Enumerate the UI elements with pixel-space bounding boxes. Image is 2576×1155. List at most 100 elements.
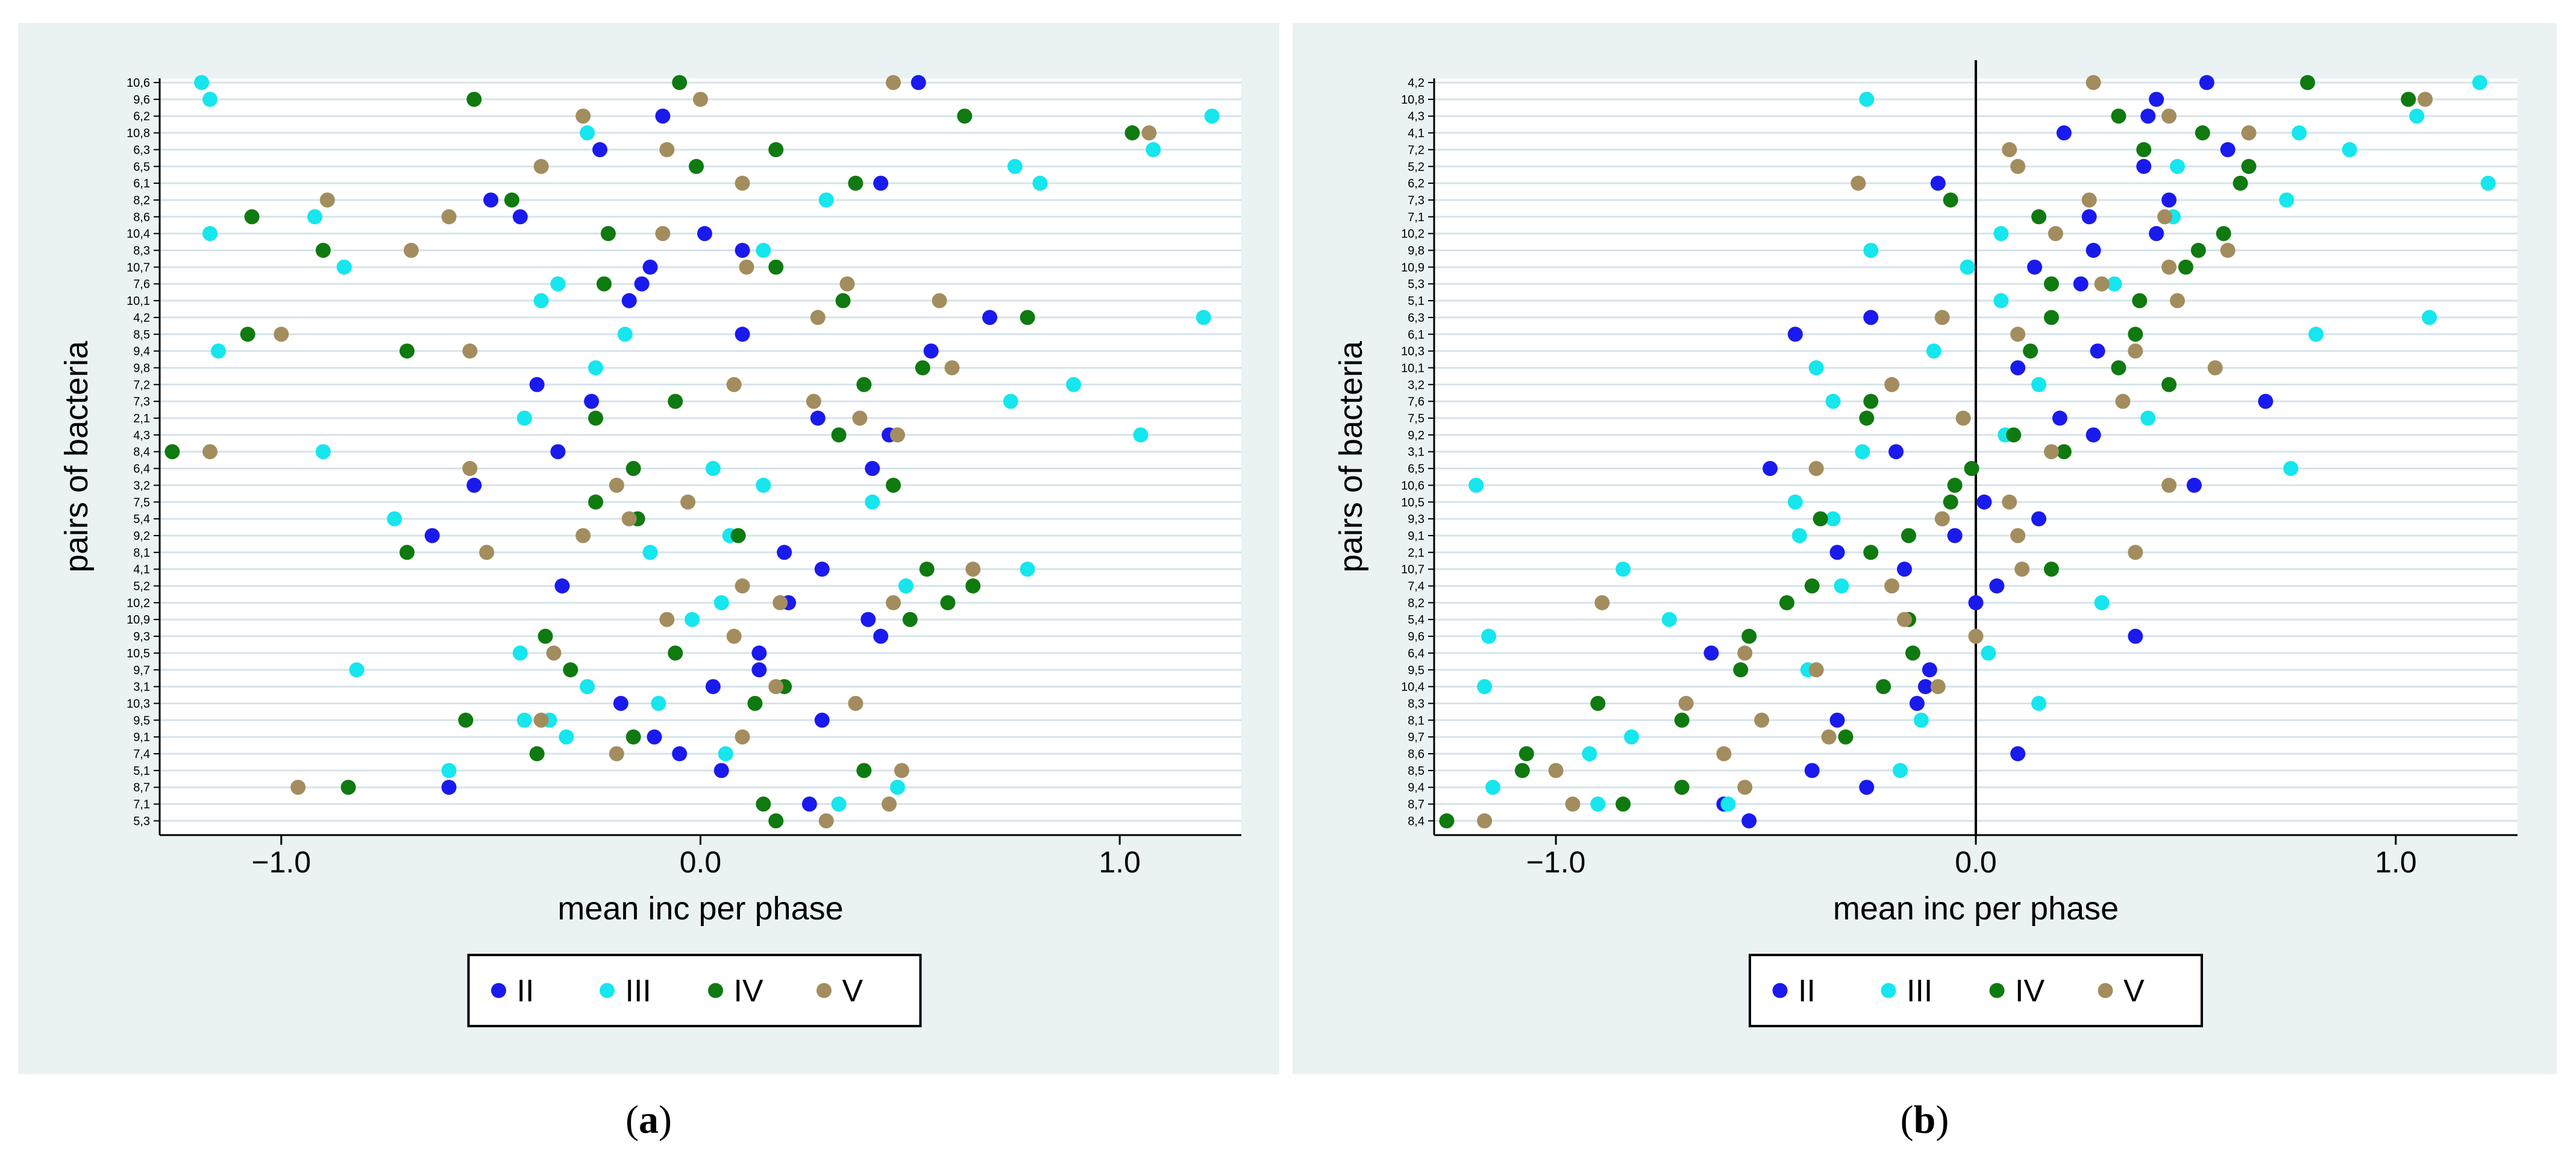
data-point-II — [1922, 662, 1937, 678]
data-point-II — [1976, 494, 1992, 510]
data-point-III — [315, 444, 331, 460]
data-point-IV — [1779, 595, 1794, 610]
y-tick-label: 10,2 — [1401, 228, 1424, 241]
y-tick-label: 5,1 — [133, 765, 150, 778]
legend-label: IV — [734, 974, 763, 1009]
data-point-IV — [240, 327, 255, 342]
data-point-V — [1594, 595, 1610, 610]
data-point-II — [1909, 695, 1925, 711]
data-point-II — [2052, 410, 2067, 426]
y-tick-label: 9,8 — [133, 362, 150, 375]
y-tick-label: 9,5 — [1408, 664, 1424, 677]
panel-label-open: ( — [1901, 1098, 1914, 1142]
y-tick-label: 7,1 — [1408, 211, 1424, 224]
data-point-V — [1934, 511, 1950, 527]
data-point-III — [1720, 797, 1736, 812]
data-point-IV — [940, 595, 956, 610]
y-tick-label: 10,1 — [1401, 362, 1424, 375]
data-point-IV — [1615, 797, 1631, 812]
data-point-V — [1565, 797, 1581, 812]
data-point-II — [2073, 276, 2089, 292]
y-tick-label: 8,2 — [133, 194, 150, 207]
y-tick-label: 8,3 — [133, 245, 150, 258]
data-point-V — [768, 679, 784, 695]
chart-panel-b: 4,2 10,8 4,3 4,1 7,2 5,2 6,2 7,3 7,1 10,2 9,8 10,9 5… — [1293, 23, 2557, 1074]
data-point-IV — [1590, 695, 1606, 711]
legend-label: III — [625, 974, 651, 1009]
y-tick-label: 5,3 — [133, 815, 150, 828]
legend: II III IV V — [1749, 954, 2203, 1027]
data-point-III — [336, 259, 352, 275]
data-point-IV — [1876, 679, 1891, 695]
data-point-V — [609, 746, 624, 762]
data-point-IV — [1674, 780, 1690, 795]
data-point-II — [2186, 477, 2202, 493]
data-point-V — [2002, 494, 2017, 510]
data-point-V — [2157, 209, 2173, 225]
series-V — [1477, 75, 2433, 828]
data-point-V — [1930, 679, 1946, 695]
data-point-IV — [1813, 511, 1828, 527]
data-point-II — [865, 461, 880, 477]
y-tick-label: 7,6 — [1408, 395, 1424, 408]
data-point-II — [592, 142, 608, 157]
data-point-V — [1897, 612, 1913, 627]
legend-label: IV — [2015, 974, 2045, 1009]
data-point-IV — [1943, 494, 1958, 510]
data-point-IV — [625, 729, 641, 745]
data-point-II — [2149, 226, 2164, 242]
y-tick-label: 10,5 — [127, 647, 150, 660]
data-point-V — [1884, 377, 1900, 392]
x-tick-label: 0.0 — [680, 845, 722, 879]
data-point-V — [274, 327, 289, 342]
data-point-V — [2043, 444, 2059, 460]
data-point-III — [580, 125, 595, 141]
data-point-V — [894, 763, 909, 778]
y-tick-label: 4,1 — [1408, 127, 1424, 140]
legend-marker — [1989, 983, 2005, 998]
data-point-II — [1829, 712, 1845, 728]
data-point-II — [810, 410, 826, 426]
data-point-III — [1661, 612, 1677, 627]
data-point-IV — [2300, 75, 2316, 90]
data-point-IV — [1733, 662, 1749, 678]
legend-item-V: V — [2098, 974, 2145, 1009]
data-point-IV — [886, 477, 901, 493]
data-point-III — [1825, 511, 1841, 527]
data-point-V — [735, 578, 750, 593]
data-point-IV — [965, 578, 981, 593]
data-point-IV — [730, 528, 746, 543]
legend-item-II: II — [1772, 974, 1816, 1009]
data-point-V — [772, 595, 788, 610]
data-point-II — [735, 327, 750, 342]
y-tick-label: 10,8 — [1401, 93, 1424, 107]
data-point-II — [873, 628, 889, 644]
data-point-IV — [2190, 243, 2206, 258]
data-point-III — [713, 595, 729, 610]
data-point-II — [642, 259, 658, 275]
y-tick-label: 4,2 — [1408, 77, 1424, 90]
data-point-II — [2081, 209, 2097, 225]
data-point-V — [886, 595, 901, 610]
data-point-IV — [919, 562, 935, 577]
y-tick-label: 9,3 — [1408, 513, 1424, 526]
data-point-V — [2128, 545, 2143, 560]
data-point-V — [2161, 108, 2177, 124]
data-point-II — [751, 645, 767, 661]
legend-item-IV: IV — [708, 974, 763, 1009]
data-point-II — [2161, 192, 2177, 208]
data-point-IV — [165, 444, 180, 460]
data-point-III — [831, 797, 847, 812]
data-point-IV — [668, 393, 683, 409]
data-point-IV — [2023, 343, 2039, 359]
data-point-IV — [1859, 410, 1875, 426]
data-point-II — [873, 175, 889, 191]
y-tick-label: 9,7 — [1408, 731, 1424, 744]
y-tick-label: 4,2 — [133, 311, 150, 325]
y-tick-label: 6,2 — [1408, 177, 1424, 190]
data-point-V — [818, 813, 834, 828]
data-point-II — [647, 729, 662, 745]
data-point-II — [713, 763, 729, 778]
y-tick-label: 8,1 — [1408, 714, 1424, 727]
y-tick-label: 7,1 — [133, 798, 150, 812]
